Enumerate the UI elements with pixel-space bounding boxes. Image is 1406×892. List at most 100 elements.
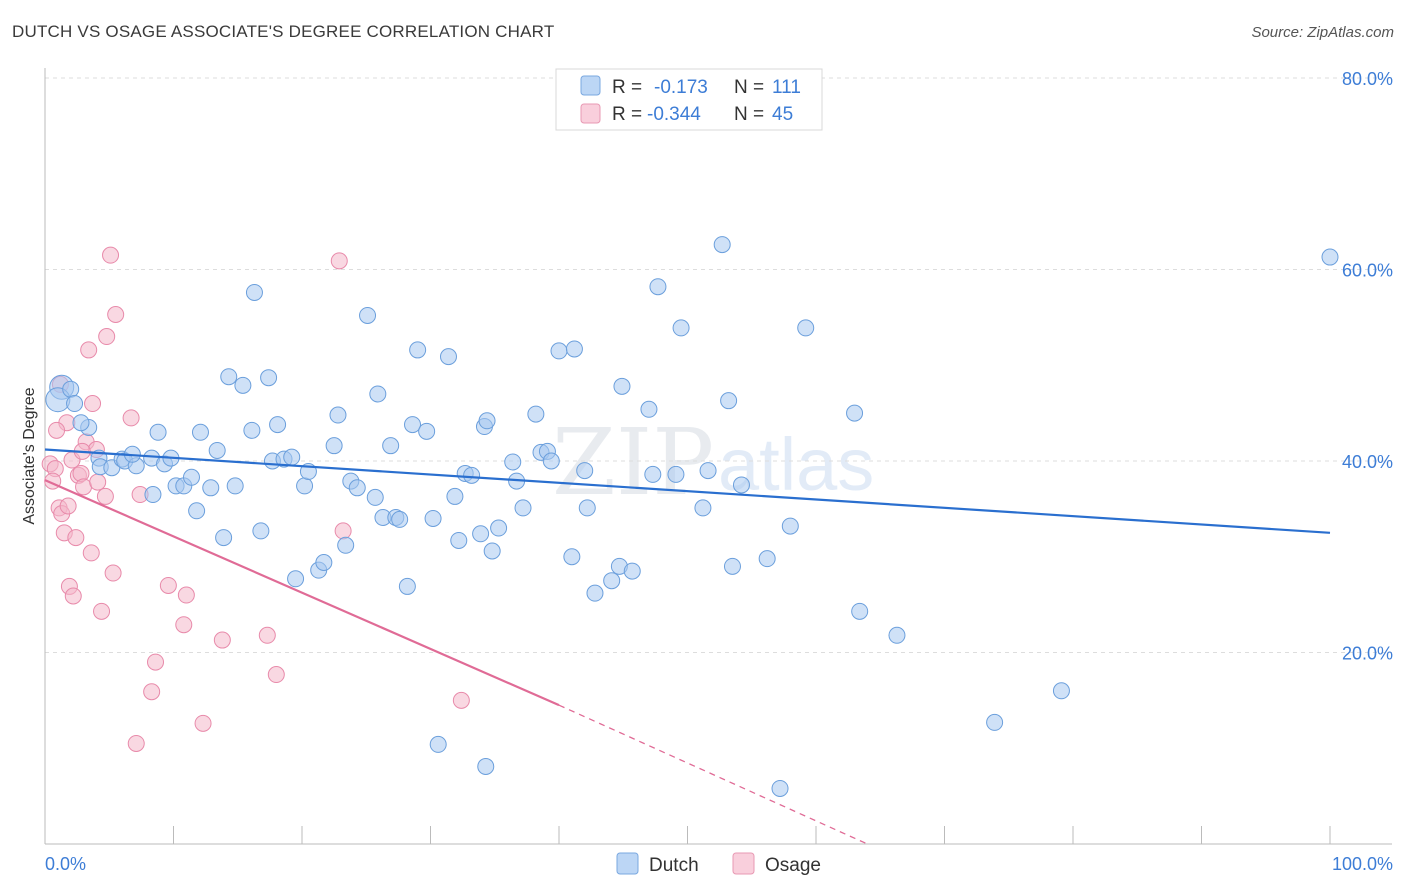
dutch-point bbox=[404, 416, 422, 434]
x-tick-label-max: 100.0% bbox=[1332, 854, 1393, 874]
dutch-point bbox=[649, 278, 667, 296]
osage-point bbox=[330, 252, 348, 270]
dutch-point bbox=[578, 499, 596, 517]
dutch-point bbox=[182, 468, 200, 486]
dutch-point bbox=[781, 517, 799, 535]
dutch-point bbox=[208, 441, 226, 459]
osage-trend-extension bbox=[558, 704, 868, 845]
dutch-point bbox=[563, 548, 581, 566]
dutch-point bbox=[613, 377, 631, 395]
dutch-point bbox=[758, 550, 776, 568]
osage-point bbox=[127, 734, 145, 752]
dutch-point bbox=[382, 437, 400, 455]
osage-point bbox=[452, 691, 470, 709]
legend-dutch-label: Dutch bbox=[649, 855, 699, 876]
dutch-n-label: N = bbox=[734, 77, 764, 98]
x-tick-label-min: 0.0% bbox=[45, 854, 86, 874]
osage-point bbox=[96, 487, 114, 505]
trend-lines bbox=[44, 448, 1331, 845]
osage-swatch bbox=[580, 103, 601, 124]
chart-title: DUTCH VS OSAGE ASSOCIATE'S DEGREE CORREL… bbox=[12, 22, 555, 41]
dutch-points bbox=[45, 236, 1339, 797]
osage-point bbox=[67, 529, 85, 547]
dutch-point bbox=[202, 479, 220, 497]
axes bbox=[44, 68, 1392, 845]
dutch-point bbox=[329, 406, 347, 424]
dutch-point bbox=[640, 400, 658, 418]
dutch-point bbox=[478, 412, 496, 430]
dutch-point bbox=[260, 369, 278, 387]
dutch-point bbox=[226, 477, 244, 495]
dutch-point bbox=[586, 584, 604, 602]
osage-r-value: -0.344 bbox=[647, 104, 701, 125]
chart-source: Source: ZipAtlas.com bbox=[1251, 24, 1394, 41]
osage-point bbox=[84, 395, 102, 413]
dutch-point bbox=[391, 510, 409, 528]
dutch-point bbox=[337, 536, 355, 554]
dutch-point bbox=[215, 529, 233, 547]
osage-point bbox=[258, 626, 276, 644]
dutch-point bbox=[144, 486, 162, 504]
y-tick-label: 80.0% bbox=[1342, 69, 1393, 89]
dutch-point bbox=[888, 626, 906, 644]
dutch-point bbox=[429, 735, 447, 753]
dutch-point bbox=[699, 462, 717, 480]
dutch-point bbox=[1321, 248, 1339, 266]
dutch-swatch bbox=[580, 75, 601, 96]
y-tick-label: 40.0% bbox=[1342, 452, 1393, 472]
watermark-zip: ZIP bbox=[552, 409, 714, 516]
dutch-point bbox=[667, 465, 685, 483]
dutch-point bbox=[348, 479, 366, 497]
dutch-point bbox=[149, 423, 167, 441]
dutch-point bbox=[623, 562, 641, 580]
osage-point bbox=[334, 522, 352, 540]
y-axis-label: Associate's Degree bbox=[21, 387, 38, 524]
dutch-point bbox=[245, 283, 263, 301]
dutch-point bbox=[296, 477, 314, 495]
dutch-point bbox=[723, 557, 741, 575]
dutch-r-value: -0.173 bbox=[654, 77, 708, 98]
dutch-point bbox=[62, 380, 80, 398]
dutch-point bbox=[576, 462, 594, 480]
osage-point bbox=[122, 409, 140, 427]
dutch-point bbox=[398, 577, 416, 595]
dutch-point bbox=[243, 421, 261, 439]
dutch-point bbox=[446, 487, 464, 505]
dutch-point bbox=[252, 522, 270, 540]
dutch-point bbox=[66, 395, 84, 413]
osage-point bbox=[175, 616, 193, 634]
osage-point bbox=[48, 421, 66, 439]
stats-legend: R = -0.173 N = 111 R = -0.344 N = 45 bbox=[555, 68, 823, 131]
osage-point bbox=[177, 586, 195, 604]
osage-point bbox=[102, 246, 120, 264]
dutch-point bbox=[846, 404, 864, 422]
dutch-point bbox=[644, 465, 662, 483]
y-tick-labels: 20.0% 40.0% 60.0% 80.0% bbox=[1342, 69, 1393, 664]
dutch-point bbox=[287, 570, 305, 588]
legend-dutch-swatch bbox=[616, 852, 639, 875]
dutch-point bbox=[986, 713, 1004, 731]
osage-point bbox=[89, 473, 107, 491]
watermark-atlas: atlas bbox=[718, 423, 874, 506]
dutch-point bbox=[514, 499, 532, 517]
osage-point bbox=[59, 497, 77, 515]
osage-points bbox=[41, 246, 470, 752]
dutch-point bbox=[477, 757, 495, 775]
dutch-point bbox=[1052, 682, 1070, 700]
dutch-point bbox=[672, 319, 690, 337]
dutch-point bbox=[472, 525, 490, 543]
series-legend: Dutch Osage bbox=[616, 852, 821, 876]
osage-point bbox=[75, 478, 93, 496]
dutch-point bbox=[542, 452, 560, 470]
osage-point bbox=[143, 683, 161, 701]
osage-point bbox=[107, 306, 125, 324]
x-ticks: 0.0% 100.0% bbox=[44, 826, 1393, 874]
dutch-point bbox=[418, 422, 436, 440]
osage-r-label: R = bbox=[612, 104, 642, 125]
dutch-point bbox=[565, 340, 583, 358]
dutch-point bbox=[325, 437, 343, 455]
gridlines bbox=[45, 77, 1392, 653]
dutch-point bbox=[483, 542, 501, 560]
dutch-point bbox=[366, 488, 384, 506]
